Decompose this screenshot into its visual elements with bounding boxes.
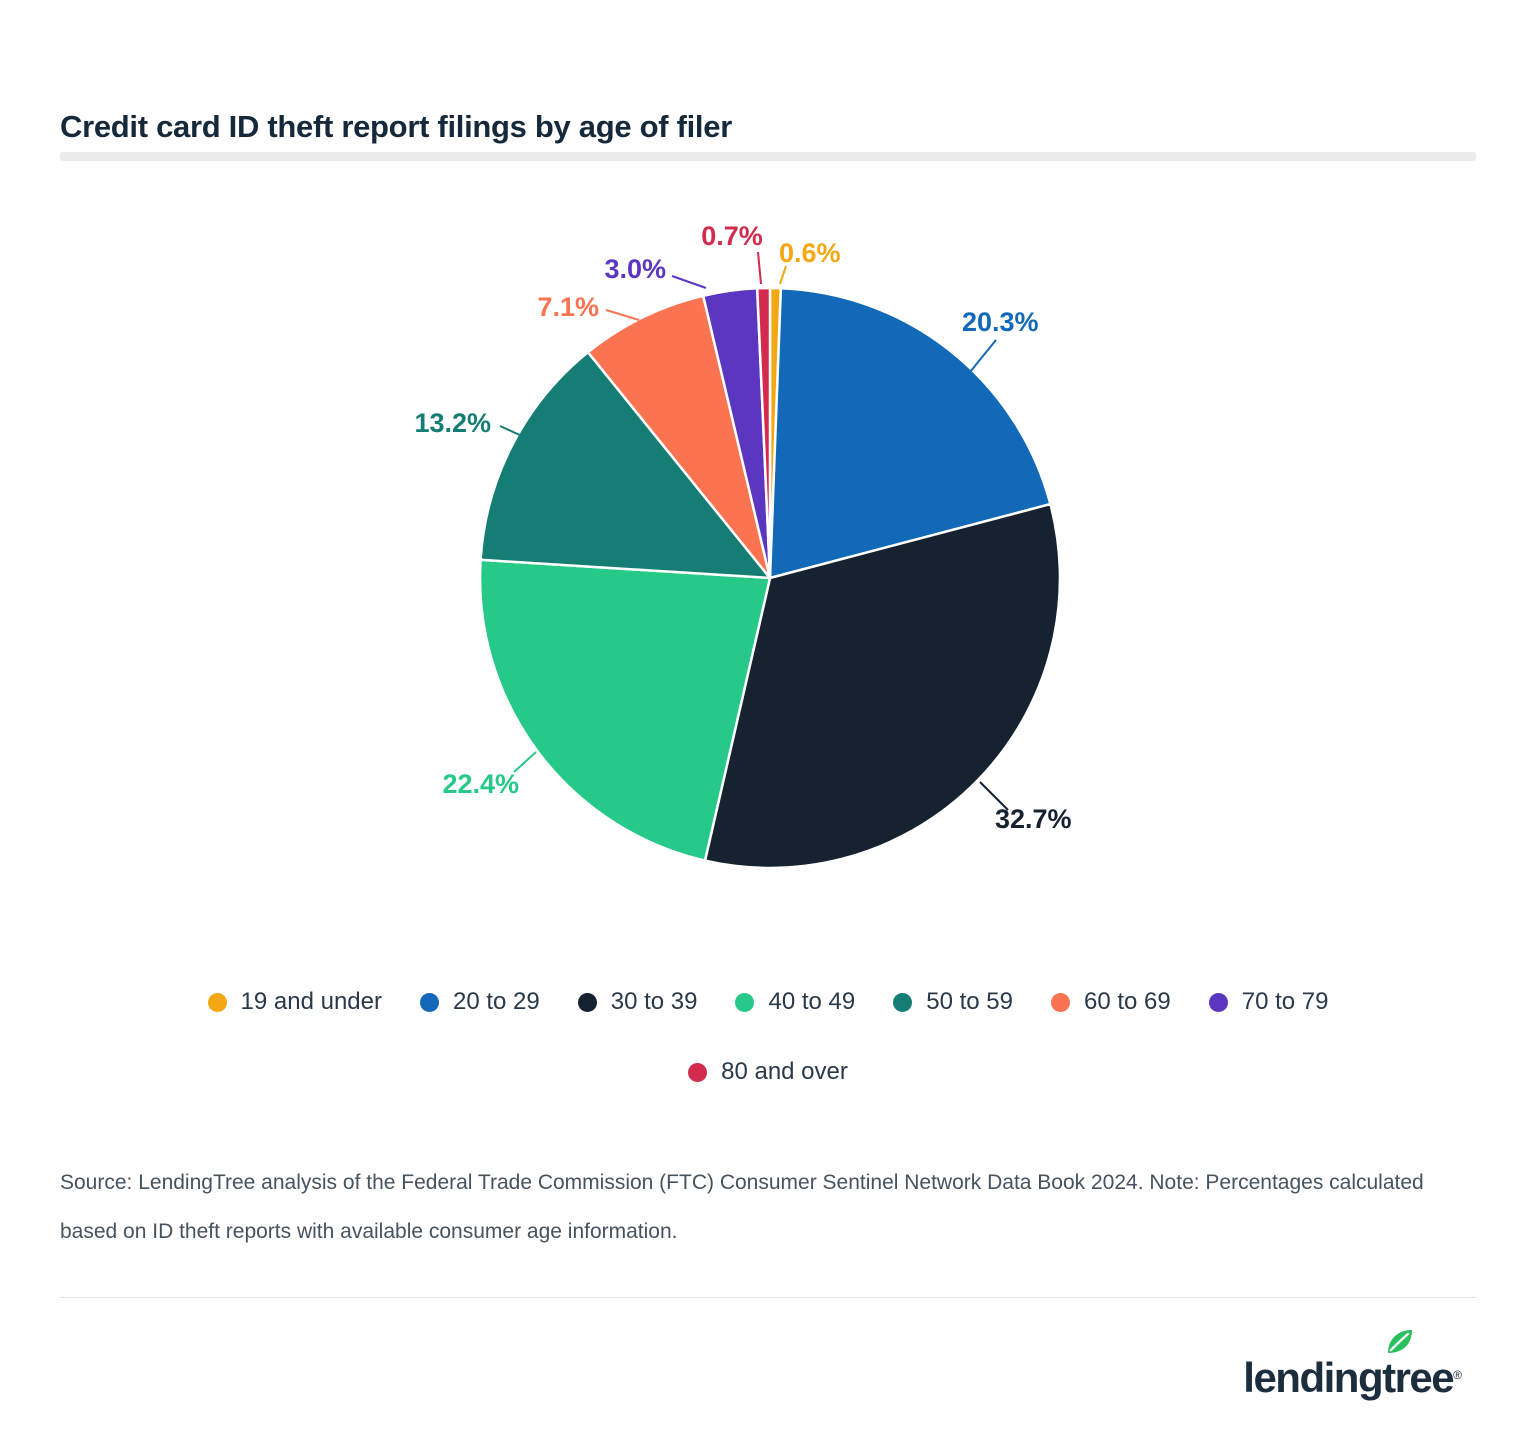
logo-registered-mark: ® [1453,1368,1462,1382]
pie-percentage-label: 7.1% [537,292,599,322]
page-title: Credit card ID theft report filings by a… [60,108,732,144]
leaf-icon [1388,1330,1413,1353]
legend-item-30-to-39: 30 to 39 [577,988,698,1016]
logo-text: lendingtree [1243,1354,1454,1401]
legend-item-40-to-49: 40 to 49 [735,988,855,1016]
pie-percentage-label: 32.7% [995,804,1072,834]
legend-label: 70 to 79 [1241,988,1329,1015]
pie-percentage-label: 13.2% [414,408,491,438]
legend-item-80-and-over: 80 and over [688,1058,848,1086]
pie-slice-80-and-over [755,286,772,580]
legend-dot [1050,992,1070,1012]
pie-slice-20-to-29 [768,286,1052,580]
legend-item-60-to-69: 60 to 69 [1050,988,1171,1016]
legend-dot [688,1062,708,1082]
legend-dot [207,992,227,1012]
source-note: Source: LendingTree analysis of the Fede… [60,1171,1424,1244]
legend-item-50-to-59: 50 to 59 [893,988,1013,1016]
pie-slice-40-to-49 [478,558,772,862]
label-leader-line [979,781,1009,811]
legend-dot [419,992,439,1012]
legend-dot [893,992,913,1012]
legend-row-1: 19 and under 20 to 29 30 to 39 40 to 49 50 t… [0,988,1536,1016]
pie-slice-50-to-59 [479,350,772,580]
label-leader-line [671,275,707,289]
pie-chart: 0.6% 20.3% 32.7% 22.4% 13.2% 7.1%3.0% 0.7% [414,221,1072,870]
legend-label: 19 and under [240,988,382,1015]
footer-divider [60,1297,1476,1298]
legend-label: 60 to 69 [1083,988,1171,1015]
legend-item-20-to-29: 20 to 29 [419,988,540,1016]
label-leader-line [757,251,762,285]
pie-slice-60-to-69 [586,294,772,580]
label-leader-line [969,339,997,373]
label-leader-line [779,265,787,285]
pie-percentage-label: 22.4% [442,769,519,799]
title-divider [60,152,1476,161]
label-leader-line [605,309,640,321]
legend-dot [577,992,597,1012]
legend-row-2: 80 and over [0,1058,1536,1086]
legend-dot [735,992,755,1012]
legend-dot [1208,992,1228,1012]
pie-percentage-label: 20.3% [962,307,1039,337]
legend-label: 20 to 29 [452,988,540,1015]
legend-item-19-and-under: 19 and under [207,988,382,1016]
lendingtree-logo: lendingtree® [1243,1330,1462,1401]
label-leader-line [513,751,537,773]
pie-slice-30-to-39 [703,502,1062,870]
legend-item-70-to-79: 70 to 79 [1208,988,1329,1016]
pie-percentage-label: 3.0% [604,254,666,284]
legend-label: 30 to 39 [610,988,698,1015]
label-leader-line [499,425,523,437]
pie-percentage-label: 0.6% [779,238,841,268]
legend-label: 50 to 59 [926,988,1013,1015]
legend-label: 40 to 49 [768,988,856,1015]
legend-label: 80 and over [721,1058,848,1085]
pie-percentage-label: 0.7% [701,221,763,251]
